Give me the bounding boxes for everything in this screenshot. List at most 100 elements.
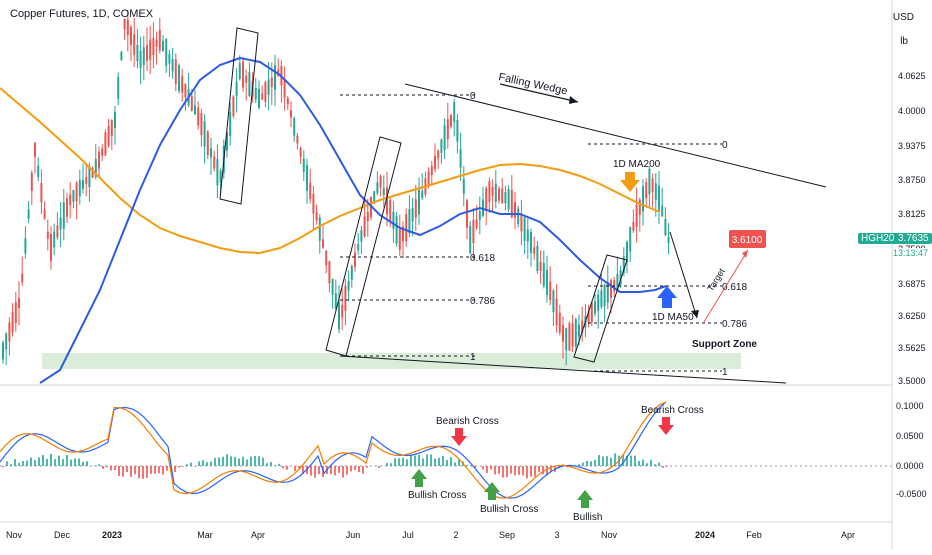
candle-body [482,199,484,215]
candle-body [434,156,436,169]
macd-histogram-bar [594,460,596,466]
macd-histogram-bar [582,463,584,466]
macd-histogram-bar [342,466,344,478]
candle-body [66,198,68,216]
candle-body [101,148,103,155]
candle-body [460,149,462,168]
candle-body [440,140,442,153]
candle-body [328,261,330,283]
macd-histogram-bar [638,461,640,466]
macd-histogram-bar [18,463,20,466]
macd-histogram-bar [386,463,388,466]
macd-histogram-bar [230,456,232,466]
candle-body [530,232,532,253]
macd-histogram-bar [510,466,512,474]
candle-body [2,343,4,360]
candle-body [405,214,407,241]
candle-body [472,220,474,243]
candle-body [127,20,129,36]
candle-body [34,143,36,157]
candle-body [645,182,647,198]
macd-histogram-bar [150,466,152,474]
macd-histogram-bar [374,465,376,466]
candle-body [552,291,554,312]
candle-body [245,76,247,83]
candle-body [261,94,263,100]
candle-body [149,40,151,60]
candle-body [383,188,385,195]
macd-histogram-bar [122,466,124,477]
candle-body [79,180,81,196]
time-tick-label: Nov [6,530,23,540]
macd-histogram-bar [26,460,28,466]
fib-right-label: 0.618 [722,282,747,293]
candle-body [508,189,510,209]
macd-histogram-bar [410,455,412,466]
candle-body [504,192,506,203]
time-tick-label: Nov [601,530,618,540]
support-zone [42,353,741,369]
candle-body [12,312,14,332]
macd-histogram-bar [94,465,96,466]
candle-body [130,27,132,45]
candle-body [172,59,174,72]
candle-body [117,77,119,99]
candle-body [495,184,497,202]
ma50-label: 1D MA50 [652,312,694,323]
macd-histogram-bar [538,466,540,472]
macd-histogram-bar [530,466,532,477]
macd-histogram-bar [482,466,484,470]
macd-histogram-bar [606,456,608,466]
macd-tick-label: 0.1000 [896,401,924,411]
macd-histogram-bar [418,455,420,466]
candle-body [204,121,206,147]
macd-histogram-bar [526,466,528,478]
candle-body [655,183,657,200]
time-tick-label: 2023 [102,530,122,540]
macd-histogram-bar [358,466,360,472]
macd-histogram-bar [98,464,100,466]
candle-body [367,212,369,221]
macd-histogram-bar [314,466,316,478]
candle-body [479,211,481,220]
macd-histogram-bar [430,455,432,466]
macd-histogram-bar [30,458,32,466]
currency-label[interactable]: USD [893,12,914,23]
macd-histogram-bar [214,458,216,466]
macd-histogram-bar [590,461,592,466]
candle-body [210,149,212,158]
candle-body [232,97,234,116]
macd-histogram-bar [450,457,452,466]
macd-histogram-bar [78,458,80,466]
candle-body [629,227,631,251]
candle-body [85,177,87,184]
macd-histogram-bar [166,466,168,471]
macd-histogram-bar [446,460,448,466]
time-tick-label: Apr [841,530,855,540]
macd-histogram-bar [194,466,196,467]
time-tick-label: Mar [197,530,213,540]
macd-histogram-bar [282,466,284,468]
macd-histogram-bar [662,466,664,468]
candle-body [456,120,458,142]
bearish-cross-label: Bearish Cross [436,416,499,427]
macd-histogram-bar [338,466,340,473]
unit-label[interactable]: lb [900,36,908,47]
candle-body [309,183,311,199]
macd-histogram-bar [294,466,296,471]
macd-histogram-bar [366,466,368,467]
macd-histogram-bar [354,466,356,470]
macd-histogram-bar [330,466,332,474]
candle-body [133,34,135,55]
macd-histogram-bar [238,459,240,466]
macd-histogram-bar [470,465,472,466]
candle-body [88,166,90,187]
candle-body [213,157,215,169]
candle-body [24,238,26,253]
candle-body [437,151,439,159]
candle-body [271,77,273,87]
macd-histogram-bar [70,460,72,466]
candle-body [306,165,308,191]
candle-body [44,210,46,219]
